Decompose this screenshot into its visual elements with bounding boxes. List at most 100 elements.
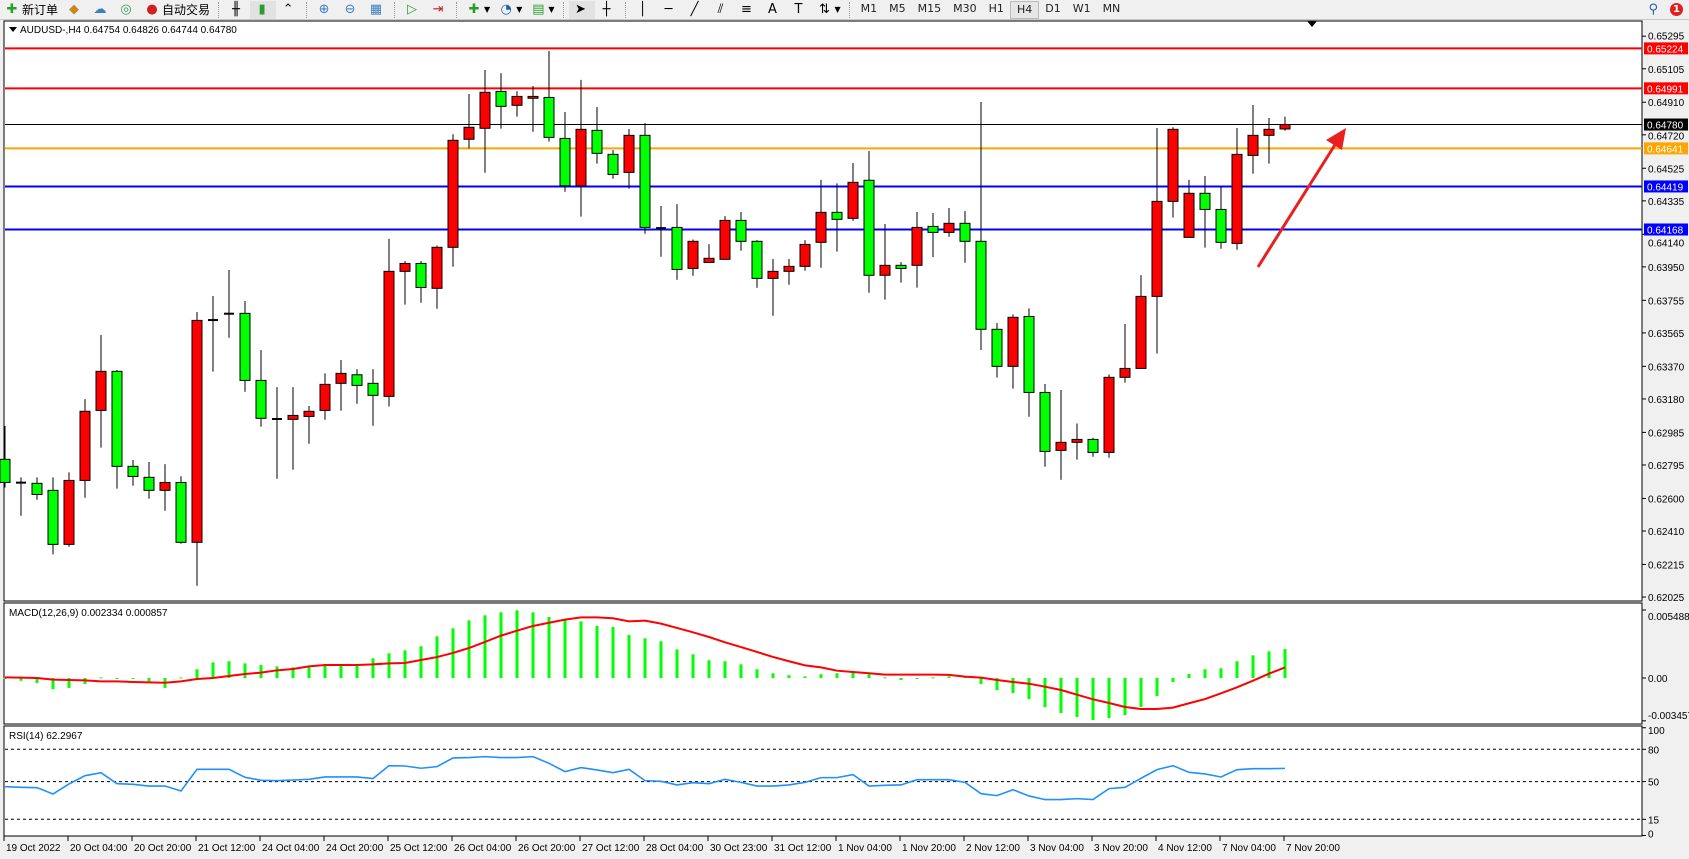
level-price-tag [1644, 142, 1688, 155]
timeframe-h4-button[interactable]: H4 [1009, 0, 1040, 19]
separator [848, 1, 851, 18]
time-axis-label: 30 Oct 23:00 [710, 843, 768, 854]
bearish-candle [1199, 192, 1211, 210]
bullish-candle [719, 219, 731, 260]
rsi-axis-label: 100 [1648, 726, 1665, 737]
bullish-candle [1279, 124, 1291, 130]
bullish-candle [303, 410, 315, 417]
macd-histogram-bar [131, 678, 135, 679]
macd-histogram-bar [1283, 649, 1287, 678]
channel-button[interactable]: ⫽ [709, 1, 735, 19]
signals-button[interactable]: ◎ [114, 1, 140, 19]
rsi-line [4, 755, 1286, 801]
separator [456, 1, 458, 18]
timeframe-m1-button[interactable]: M1 [860, 1, 878, 15]
candlestick-button[interactable]: ▮ [250, 0, 277, 19]
macd-histogram-bar [851, 672, 855, 678]
bar-chart-button[interactable]: ╫ [224, 1, 250, 19]
bearish-candle [543, 96, 555, 138]
bearish-candle [111, 370, 123, 467]
indicators-button[interactable]: ✚ ▼ [462, 1, 494, 19]
separator [218, 1, 220, 18]
autoscroll-button[interactable]: ▷ [400, 1, 426, 19]
crosshair-button[interactable]: ┼ [595, 1, 621, 19]
bullish-candle [1071, 438, 1083, 443]
macd-histogram-bar [1219, 668, 1223, 678]
bearish-candle [607, 153, 619, 175]
text-label-button[interactable]: T [787, 1, 813, 19]
bearish-candle [895, 264, 907, 269]
price-axis-label: 0.62025 [1648, 593, 1685, 604]
price-axis-label: 0.62410 [1648, 527, 1685, 538]
time-axis-label: 20 Oct 04:00 [70, 843, 128, 854]
bearish-candle [1087, 438, 1099, 453]
periods-button[interactable]: ◔ ▼ [494, 1, 526, 19]
macd-histogram-bar [179, 677, 183, 679]
bullish-candle [383, 270, 395, 397]
symbol-menu-icon[interactable] [9, 27, 17, 32]
time-axis-label: 2 Nov 12:00 [966, 843, 1020, 854]
fibonacci-button[interactable]: ≡ [735, 1, 761, 19]
bullish-candle [1263, 128, 1275, 136]
dropdown-icon: ▼ [484, 5, 491, 14]
macd-histogram-bar [419, 646, 423, 678]
price-axis-label: 0.64335 [1648, 197, 1685, 208]
timeframe-m30-button[interactable]: M30 [953, 1, 977, 15]
bullish-candle [575, 128, 587, 187]
timeframe-m15-button[interactable]: M15 [917, 1, 942, 15]
macd-histogram-bar [915, 678, 919, 679]
cloud-icon: ☁ [93, 2, 107, 17]
time-axis-label: 25 Oct 12:00 [390, 843, 448, 854]
macd-panel[interactable] [3, 602, 1643, 725]
macd-histogram-bar [1155, 678, 1159, 696]
history-button[interactable]: ◆ [62, 1, 88, 19]
cursor-button[interactable]: ➤ [568, 0, 595, 19]
new-order-button[interactable]: ✚ 新订单 [0, 1, 62, 19]
level-price-tag [1644, 118, 1688, 131]
time-axis-label: 3 Nov 20:00 [1094, 843, 1148, 854]
separator [624, 1, 627, 18]
tile-windows-button[interactable]: ▦ [364, 1, 390, 19]
timeframe-h1-button[interactable]: H1 [988, 1, 1004, 15]
timeframe-m5-button[interactable]: M5 [889, 1, 906, 15]
templates-button[interactable]: ▤ ▼ [526, 1, 558, 19]
auto-trading-button[interactable]: ● 自动交易 [140, 1, 214, 19]
vertical-line-button[interactable]: │ [631, 1, 657, 19]
zoom-out-button[interactable]: ⊖ [338, 1, 364, 19]
chart-header: AUDUSD-,H4 0.64754 0.64826 0.64744 0.647… [20, 25, 237, 36]
chart-shift-button[interactable]: ⇥ [426, 1, 452, 19]
market-button[interactable]: ☁ [88, 1, 114, 19]
timeframe-d1-button[interactable]: D1 [1045, 1, 1061, 15]
search-icon[interactable]: ⚲ [1648, 1, 1658, 17]
horizontal-line-button[interactable]: ─ [657, 1, 683, 19]
macd-histogram-bar [1187, 674, 1191, 678]
bearish-candle [1039, 391, 1051, 452]
trendline-button[interactable]: ╱ [683, 1, 709, 19]
bearish-candle [31, 482, 43, 495]
bearish-candle [495, 90, 507, 107]
text-button[interactable]: A [761, 1, 787, 19]
timeframe-w1-button[interactable]: W1 [1072, 1, 1091, 15]
timeframe-mn-button[interactable]: MN [1102, 1, 1121, 15]
line-chart-button[interactable]: ⌃ [276, 1, 302, 19]
notification-badge[interactable]: 1 [1670, 2, 1683, 16]
level-price-label: 0.64168 [1647, 225, 1684, 236]
bullish-candle [1135, 295, 1147, 369]
chart-shift-marker-icon[interactable] [1307, 21, 1317, 27]
macd-histogram-bar [691, 654, 695, 678]
macd-histogram-bar [883, 677, 887, 679]
bullish-candle [527, 95, 539, 99]
main-panel[interactable] [3, 20, 1643, 602]
bearish-candle [351, 374, 363, 386]
macd-histogram-bar [595, 625, 599, 678]
macd-histogram-bar [243, 663, 247, 678]
bearish-candle [735, 219, 747, 242]
level-price-tag [1644, 223, 1688, 236]
bearish-candle [751, 240, 763, 279]
zoom-in-button[interactable]: ⊕ [312, 1, 338, 19]
bearish-candle [255, 379, 267, 419]
arrows-button[interactable]: ⇅ ▼ [813, 1, 845, 19]
candlestick-icon: ▮ [258, 2, 266, 17]
cursor-icon: ➤ [575, 2, 586, 17]
